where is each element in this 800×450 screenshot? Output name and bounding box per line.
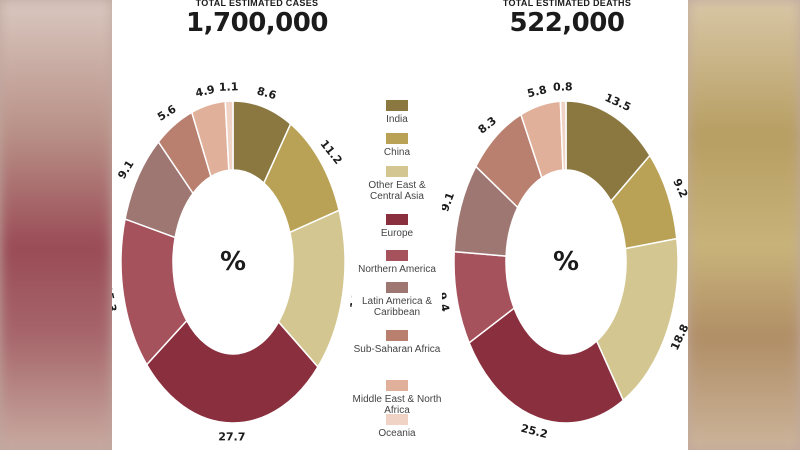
deaths-value-label: 8.3 (476, 114, 499, 136)
cases-headline-value: 1,700,000 (186, 8, 328, 38)
deaths-headline-value: 522,000 (509, 8, 625, 38)
legend-label: Middle East & North Africa (352, 394, 442, 416)
legend-swatch (386, 380, 408, 391)
legend-item: Northern America (352, 250, 442, 275)
legend-label: Europe (380, 228, 414, 239)
deaths-value-label: 9.2 (670, 177, 688, 200)
legend-label: Oceania (378, 428, 416, 439)
cases-headline-label: TOTAL ESTIMATED CASES (195, 0, 319, 8)
legend-label: Other East & Central Asia (368, 180, 426, 202)
cases-value-label: 15.3 (112, 284, 119, 313)
legend-swatch (386, 133, 408, 144)
legend-label: India (386, 114, 408, 125)
cases-value-label: 1.1 (219, 80, 239, 94)
deaths-value-label: 5.8 (526, 83, 548, 100)
cases-value-label: 16.5 (348, 281, 352, 310)
background-blur-left (0, 0, 112, 450)
cases-value-label: 4.9 (194, 83, 216, 100)
cases-value-label: 9.1 (115, 158, 136, 181)
legend-item: Europe (352, 214, 442, 239)
deaths-headline-label: TOTAL ESTIMATED DEATHS (502, 0, 632, 8)
deaths-value-label: 9.4 (442, 291, 452, 313)
legend-item: Sub-Saharan Africa (352, 330, 442, 355)
deaths-value-label: 25.2 (520, 422, 550, 441)
deaths-value-label: 13.5 (603, 91, 633, 114)
legend-item: Latin America & Caribbean (352, 282, 442, 318)
infographic-panel: TOTAL ESTIMATED CASES 1,700,000 TOTAL ES… (112, 0, 688, 450)
cases-donut-chart: 8.611.216.527.715.39.15.64.9 1.1% (112, 80, 352, 443)
deaths-value-label: 18.8 (668, 322, 688, 352)
legend-swatch (386, 166, 408, 177)
legend-swatch (386, 250, 408, 261)
legend-swatch (386, 100, 408, 111)
legend-label: China (383, 147, 411, 158)
legend-item: India (352, 100, 442, 125)
deaths-value-label: 0.8 (553, 80, 573, 93)
cases-headline: TOTAL ESTIMATED CASES 1,700,000 (152, 0, 362, 38)
legend-swatch (386, 282, 408, 293)
deaths-donut-chart: 13.5 9.2 18.8 25.2 9.4 9.1 8.3 5.8 0.8% (442, 80, 688, 441)
legend-item: Middle East & North Africa (352, 380, 442, 416)
legend-item: China (352, 133, 442, 158)
deaths-headline: TOTAL ESTIMATED DEATHS 522,000 (467, 0, 667, 38)
cases-value-label: 27.7 (218, 430, 245, 443)
legend-label: Sub-Saharan Africa (353, 344, 441, 355)
cases-slice (145, 319, 319, 424)
background-blur-right (688, 0, 800, 450)
legend-label: Northern America (358, 264, 436, 275)
legend-swatch (386, 414, 408, 425)
legend-item: Other East & Central Asia (352, 166, 442, 202)
deaths-center-label: % (553, 247, 579, 277)
deaths-slice (468, 306, 625, 424)
legend-label: Latin America & Caribbean (361, 296, 433, 318)
legend-swatch (386, 214, 408, 225)
cases-slice (224, 100, 234, 172)
deaths-value-label: 9.1 (442, 191, 457, 214)
cases-value-label: 5.6 (155, 102, 179, 123)
cases-center-label: % (220, 247, 246, 277)
deaths-slice (559, 100, 567, 171)
cases-value-label: 8.6 (255, 84, 278, 102)
legend-swatch (386, 330, 408, 341)
legend-item: Oceania (352, 414, 442, 439)
